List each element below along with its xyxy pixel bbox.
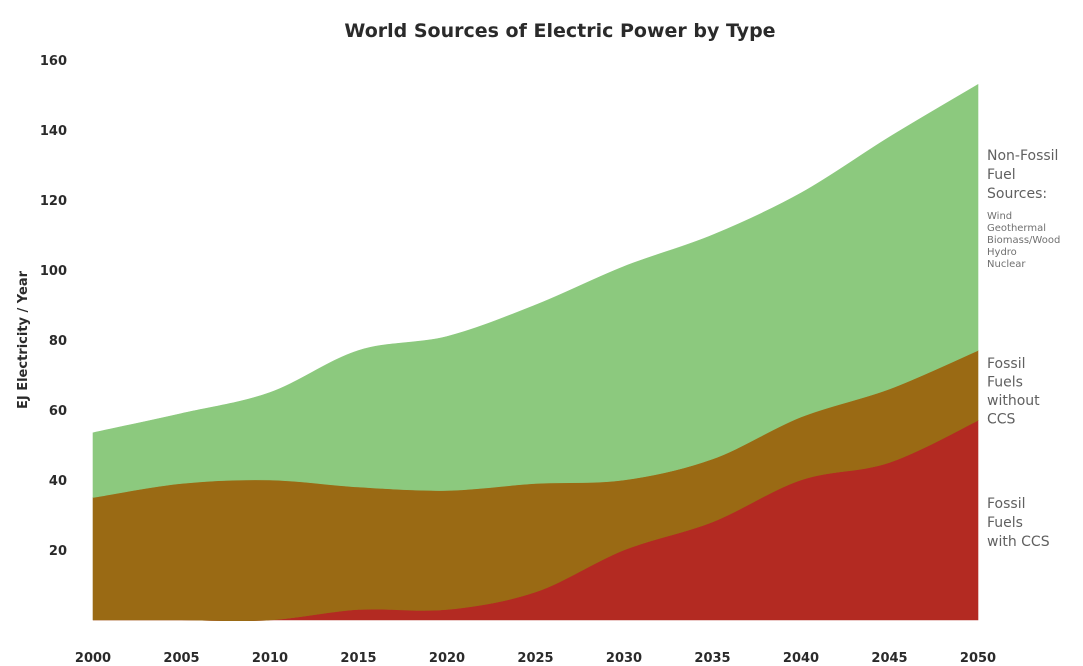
- annotation-with-ccs: with CCS: [987, 534, 1050, 550]
- area-non-fossil-fuel-sources: [92, 83, 979, 498]
- y-axis-ticks: 20 40 60 80 100 120 140 160: [40, 54, 67, 559]
- y-tick-label: 100: [40, 264, 67, 279]
- plot-areas: [92, 83, 979, 622]
- chart-title: World Sources of Electric Power by Type: [344, 20, 775, 42]
- annotation-non-fossil: Non-Fossil: [987, 148, 1058, 164]
- y-axis-label: EJ Electricity / Year: [16, 270, 31, 409]
- x-tick-label: 2050: [960, 651, 996, 666]
- series-annotations: Non-Fossil Fuel Sources: WindGeothermalBiom…: [987, 148, 1060, 550]
- annotation-non-fossil-types: Geothermal: [987, 223, 1046, 234]
- annotation-non-fossil-types: Nuclear: [987, 259, 1026, 270]
- x-tick-label: 2020: [429, 651, 465, 666]
- annotation-without-ccs: Fossil: [987, 356, 1026, 372]
- annotation-non-fossil-types: Biomass/Wood: [987, 235, 1060, 246]
- y-tick-label: 40: [49, 474, 67, 489]
- y-tick-label: 80: [49, 334, 67, 349]
- x-tick-label: 2035: [694, 651, 730, 666]
- x-tick-label: 2025: [517, 651, 553, 666]
- y-tick-label: 60: [49, 404, 67, 419]
- x-tick-label: 2010: [252, 651, 288, 666]
- annotation-non-fossil: Sources:: [987, 186, 1047, 202]
- x-tick-label: 2000: [75, 651, 111, 666]
- annotation-without-ccs: CCS: [987, 412, 1016, 428]
- annotation-without-ccs: without: [987, 393, 1040, 409]
- y-tick-label: 120: [40, 194, 67, 209]
- x-axis-ticks: 2000 2005 2010 2015 2020 2025 2030 2035 2040 2045…: [75, 651, 996, 666]
- annotation-with-ccs: Fossil: [987, 496, 1026, 512]
- annotation-with-ccs: Fuels: [987, 515, 1023, 531]
- annotation-without-ccs: Fuels: [987, 375, 1023, 391]
- y-tick-label: 20: [49, 544, 67, 559]
- x-tick-label: 2015: [340, 651, 376, 666]
- annotation-non-fossil-types: Wind: [987, 211, 1012, 222]
- y-tick-label: 160: [40, 54, 67, 69]
- x-tick-label: 2005: [163, 651, 199, 666]
- x-tick-label: 2040: [783, 651, 819, 666]
- annotation-non-fossil-types: Hydro: [987, 247, 1017, 258]
- x-tick-label: 2045: [871, 651, 907, 666]
- x-tick-label: 2030: [606, 651, 642, 666]
- annotation-non-fossil: Fuel: [987, 167, 1016, 183]
- y-tick-label: 140: [40, 124, 67, 139]
